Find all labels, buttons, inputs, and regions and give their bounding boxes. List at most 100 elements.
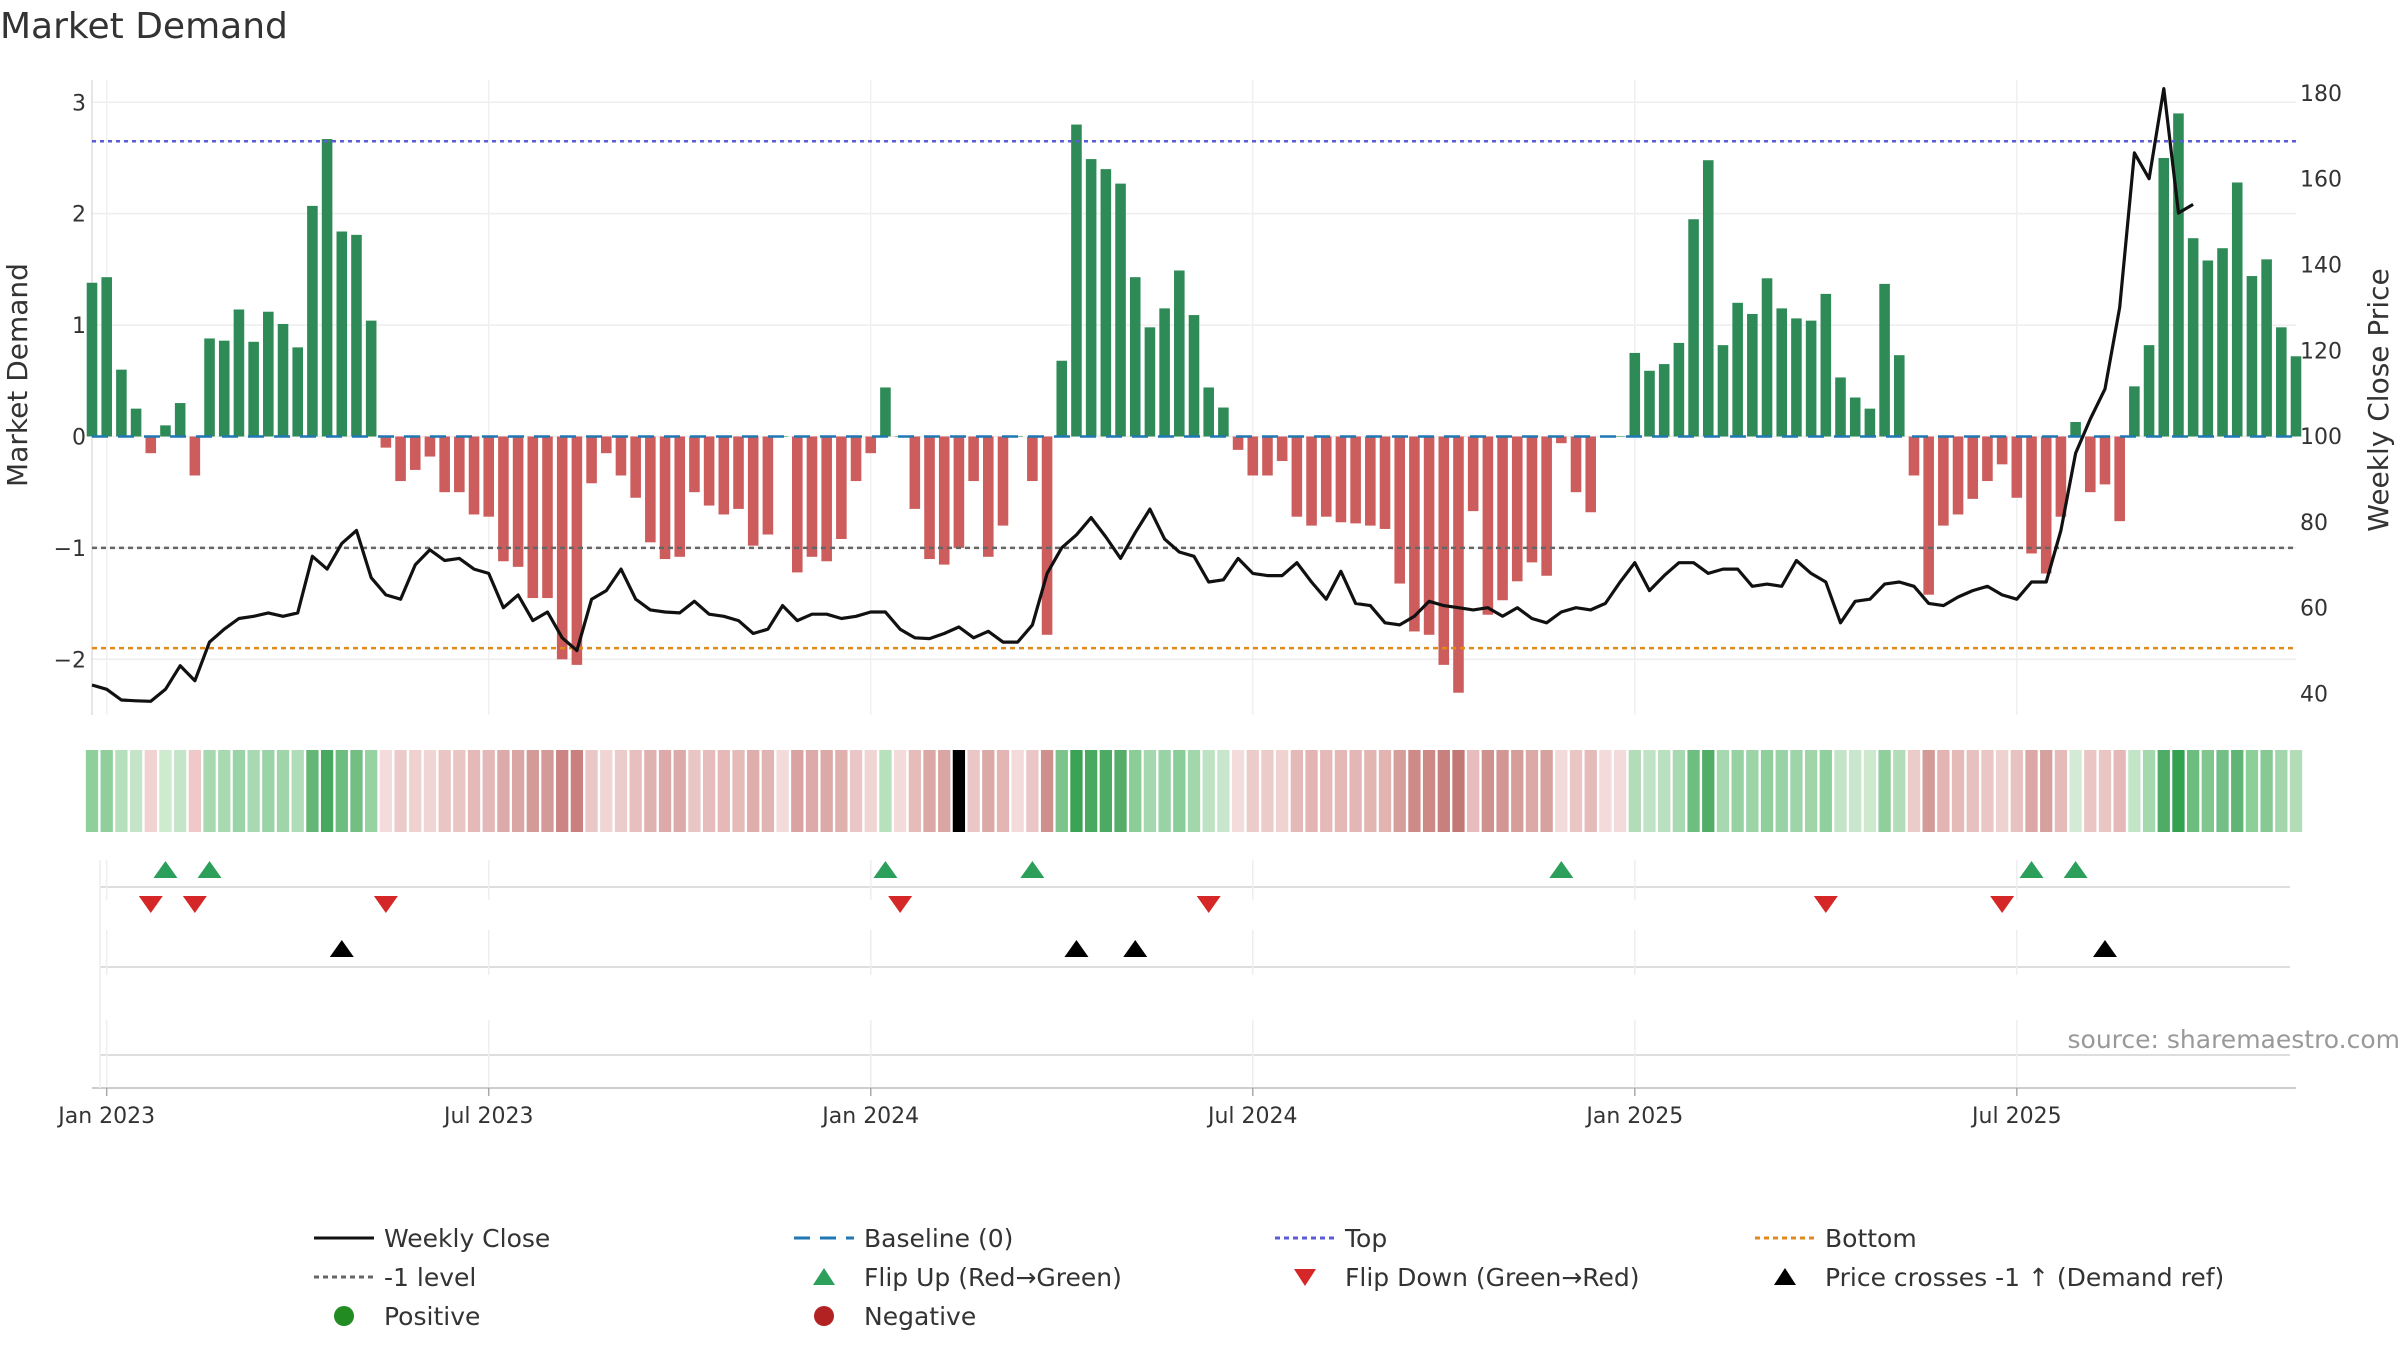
demand-bar xyxy=(263,311,274,437)
demand-bar xyxy=(1218,407,1229,437)
heat-cell xyxy=(556,750,569,832)
bottom-panel xyxy=(92,860,2296,1090)
heat-cell xyxy=(879,750,892,832)
heat-cell xyxy=(1672,750,1686,832)
legend-label: Flip Up (Red→Green) xyxy=(864,1263,1122,1292)
heat-cell xyxy=(2216,750,2229,832)
demand-bar xyxy=(1541,436,1552,576)
demand-bar xyxy=(645,436,656,543)
heat-cell xyxy=(394,750,407,832)
heat-cell xyxy=(1731,750,1744,832)
demand-bar xyxy=(1805,320,1817,437)
demand-bar xyxy=(909,436,921,509)
heat-cell xyxy=(129,750,143,832)
flip-down-marker xyxy=(138,896,163,913)
heat-cell xyxy=(2289,750,2303,832)
heat-cell xyxy=(1746,750,1759,832)
heat-cell xyxy=(585,750,598,832)
heat-cell xyxy=(1393,750,1406,832)
flip-markers-panel xyxy=(100,860,2290,913)
heat-cell xyxy=(1716,750,1730,832)
heat-cell xyxy=(438,750,451,832)
heat-cell xyxy=(1467,750,1480,832)
heat-cell xyxy=(2201,750,2214,832)
heat-cell xyxy=(100,750,113,832)
demand-bar xyxy=(1747,313,1758,437)
demand-bar xyxy=(1835,377,1846,437)
demand-bar xyxy=(703,436,715,506)
demand-bar xyxy=(733,436,744,509)
demand-bar xyxy=(160,425,171,437)
heat-cell xyxy=(2040,750,2053,832)
heat-cell xyxy=(1687,750,1700,832)
heat-cell xyxy=(1040,750,1054,832)
flip-down-marker xyxy=(1196,896,1221,913)
demand-bar xyxy=(2202,260,2214,437)
demand-bar xyxy=(1291,436,1303,517)
heat-cell xyxy=(1834,750,1847,832)
demand-bar xyxy=(248,341,259,437)
flip-up-marker xyxy=(1020,861,1045,878)
heat-cell xyxy=(2142,750,2156,832)
heat-cell xyxy=(1070,750,1083,832)
flip-down-marker xyxy=(1990,896,2015,913)
heat-cell xyxy=(1129,750,1142,832)
heat-cell xyxy=(1143,750,1157,832)
demand-bar xyxy=(1394,436,1405,584)
legend-label: Positive xyxy=(384,1302,480,1331)
demand-bar xyxy=(1732,302,1743,437)
heat-cell xyxy=(2275,750,2288,832)
heat-cell xyxy=(1217,750,1230,832)
demand-bar xyxy=(600,436,612,454)
demand-bar xyxy=(806,436,818,557)
heat-cell xyxy=(276,750,290,832)
heat-cell xyxy=(982,750,995,832)
heat-cell xyxy=(835,750,848,832)
demand-bar xyxy=(1893,355,1905,437)
demand-bar xyxy=(1085,159,1097,437)
heat-cell xyxy=(511,750,525,832)
heat-cell xyxy=(262,750,275,832)
heat-cell xyxy=(1378,750,1392,832)
demand-bar xyxy=(968,436,979,482)
demand-bar xyxy=(351,234,362,437)
demand-bar xyxy=(1071,124,1082,437)
heat-cell xyxy=(820,750,833,832)
heat-cell xyxy=(526,750,539,832)
demand-bar xyxy=(395,436,406,482)
demand-bar xyxy=(218,340,230,437)
heat-cell xyxy=(115,750,128,832)
flip-up-marker xyxy=(2063,861,2088,878)
demand-bar xyxy=(2261,259,2272,437)
heat-cell xyxy=(1364,750,1377,832)
heat-cell xyxy=(1011,750,1024,832)
chart-title: Market Demand xyxy=(0,6,288,47)
demand-bar xyxy=(1702,160,1714,437)
demand-bar xyxy=(2246,276,2258,437)
weekly-close-line xyxy=(91,86,2194,703)
heat-cell xyxy=(938,750,951,832)
heat-cell xyxy=(409,750,422,832)
demand-bar xyxy=(2217,248,2228,437)
flip-up-marker xyxy=(153,861,178,878)
flip-up-marker xyxy=(873,861,898,878)
y-axis: 3 2 1 0 −1 −2 xyxy=(54,91,86,673)
demand-bar xyxy=(938,436,950,565)
heat-cell xyxy=(1187,750,1201,832)
demand-bar xyxy=(1188,315,1200,437)
price-cross-markers-panel xyxy=(100,930,2290,975)
y-tick-label: 0 xyxy=(72,425,86,450)
heat-cell xyxy=(1437,750,1450,832)
demand-bar xyxy=(174,403,186,437)
demand-bar xyxy=(880,387,891,437)
heat-cell xyxy=(2113,750,2126,832)
legend-item: Bottom xyxy=(1755,1224,1917,1253)
legend-item: -1 level xyxy=(314,1263,476,1292)
heat-cell xyxy=(1628,750,1641,832)
demand-bar xyxy=(145,436,157,454)
demand-bar xyxy=(1908,436,1920,476)
demand-bar xyxy=(2114,436,2125,522)
demand-bar xyxy=(1820,293,1832,437)
heat-cell xyxy=(188,750,201,832)
heat-cell xyxy=(1085,750,1098,832)
